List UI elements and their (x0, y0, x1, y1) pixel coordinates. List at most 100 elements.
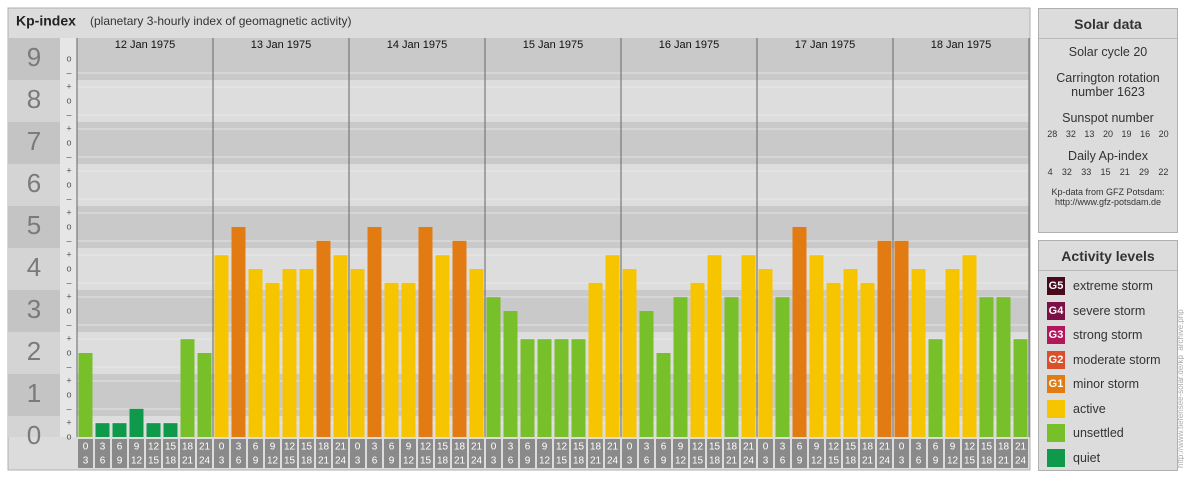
x-tick-label: 15 (709, 442, 721, 453)
bar (180, 339, 195, 437)
panel-title: Activity levels (1039, 241, 1177, 271)
legend-swatch (1047, 448, 1065, 467)
y-label-cell (8, 248, 60, 290)
subtick-label: – (66, 151, 71, 161)
subtick-label: o (66, 53, 71, 63)
hour-box (860, 439, 875, 468)
y-label-cell (8, 374, 60, 416)
y-label-cell (8, 332, 60, 374)
ap-value: 22 (1158, 167, 1169, 177)
x-tick-label: 12 (692, 442, 704, 453)
bar (605, 255, 620, 437)
hour-box (282, 439, 297, 468)
bar (129, 408, 144, 437)
hour-box (129, 439, 144, 468)
x-tick-label: 15 (692, 456, 704, 467)
day-label: 18 Jan 1975 (931, 39, 992, 51)
y-tick-label: 8 (27, 84, 41, 114)
x-tick-label: 0 (899, 442, 905, 453)
sunspot-value: 19 (1121, 129, 1132, 139)
hour-box (928, 439, 943, 468)
hour-box (707, 439, 722, 468)
subtick-cell (60, 374, 77, 416)
legend-swatch: G4 (1047, 301, 1065, 320)
x-tick-label: 3 (219, 456, 225, 467)
bar (741, 255, 756, 437)
y-label-cell (8, 416, 60, 437)
x-tick-label: 9 (253, 456, 259, 467)
ap-value: 21 (1119, 167, 1130, 177)
bar (571, 339, 586, 437)
source: Kp-data from GFZ Potsdam: (1051, 187, 1165, 197)
hour-box (554, 439, 569, 468)
x-tick-label: 24 (743, 456, 755, 467)
hour-box (962, 439, 977, 468)
grid-band (77, 80, 1029, 122)
hour-box (843, 439, 858, 468)
ap-value: 15 (1100, 167, 1111, 177)
subtick-cell (60, 80, 77, 122)
x-tick-label: 15 (284, 456, 296, 467)
x-tick-label: 3 (491, 456, 497, 467)
x-tick-label: 21 (182, 456, 194, 467)
y-tick-label: 1 (27, 378, 41, 408)
x-tick-label: 18 (590, 442, 602, 453)
ap-list: 4 32 33 15 21 29 22 (1043, 167, 1173, 177)
x-tick-label: 21 (726, 456, 738, 467)
hour-box (112, 439, 127, 468)
bar (537, 339, 552, 437)
x-tick-label: 6 (916, 456, 922, 467)
legend-label: minor storm (1073, 377, 1139, 392)
bar (996, 297, 1011, 437)
hour-box (197, 439, 212, 468)
hour-box (775, 439, 790, 468)
subtick-cell (60, 164, 77, 206)
x-tick-label: 18 (998, 442, 1010, 453)
x-tick-label: 0 (355, 442, 361, 453)
legend-entry: G3 strong storm (1039, 323, 1177, 348)
hour-box (214, 439, 229, 468)
y-label-cell (8, 38, 60, 80)
hour-box (622, 439, 637, 468)
x-tick-label: 21 (590, 456, 602, 467)
subtick-label: o (66, 263, 71, 273)
y-label-cell (8, 80, 60, 122)
grid-band (77, 416, 1029, 437)
hour-box (945, 439, 960, 468)
subtick-label: + (66, 249, 71, 259)
subtick-label: o (66, 305, 71, 315)
x-tick-label: 21 (879, 442, 891, 453)
x-tick-label: 18 (709, 456, 721, 467)
x-tick-label: 18 (165, 456, 177, 467)
hour-box (1013, 439, 1028, 468)
grid-band (77, 122, 1029, 164)
y-label-cell (8, 290, 60, 332)
x-tick-label: 24 (879, 456, 891, 467)
x-tick-label: 0 (627, 442, 633, 453)
solar-cycle: Solar cycle 20 (1068, 45, 1148, 59)
x-tick-label: 3 (508, 442, 514, 453)
bar (673, 297, 688, 437)
legend-label: extreme storm (1073, 279, 1153, 294)
x-tick-label: 0 (491, 442, 497, 453)
day-label: 17 Jan 1975 (795, 39, 856, 51)
x-tick-label: 3 (763, 456, 769, 467)
legend-swatch (1047, 399, 1065, 418)
y-label-cell (8, 164, 60, 206)
bar (622, 269, 637, 437)
legend-entry: G1 minor storm (1039, 372, 1177, 397)
hour-box (435, 439, 450, 468)
subtick-label: – (66, 193, 71, 203)
sunspot-value: 32 (1065, 129, 1076, 139)
x-tick-label: 24 (335, 456, 347, 467)
x-tick-label: 21 (743, 442, 755, 453)
subtick-label: + (66, 207, 71, 217)
legend-label: unsettled (1073, 426, 1124, 441)
x-tick-label: 21 (471, 442, 483, 453)
x-tick-label: 12 (131, 456, 143, 467)
x-tick-label: 3 (899, 456, 905, 467)
bar (146, 423, 161, 437)
x-tick-label: 9 (525, 456, 531, 467)
x-tick-label: 18 (862, 442, 874, 453)
